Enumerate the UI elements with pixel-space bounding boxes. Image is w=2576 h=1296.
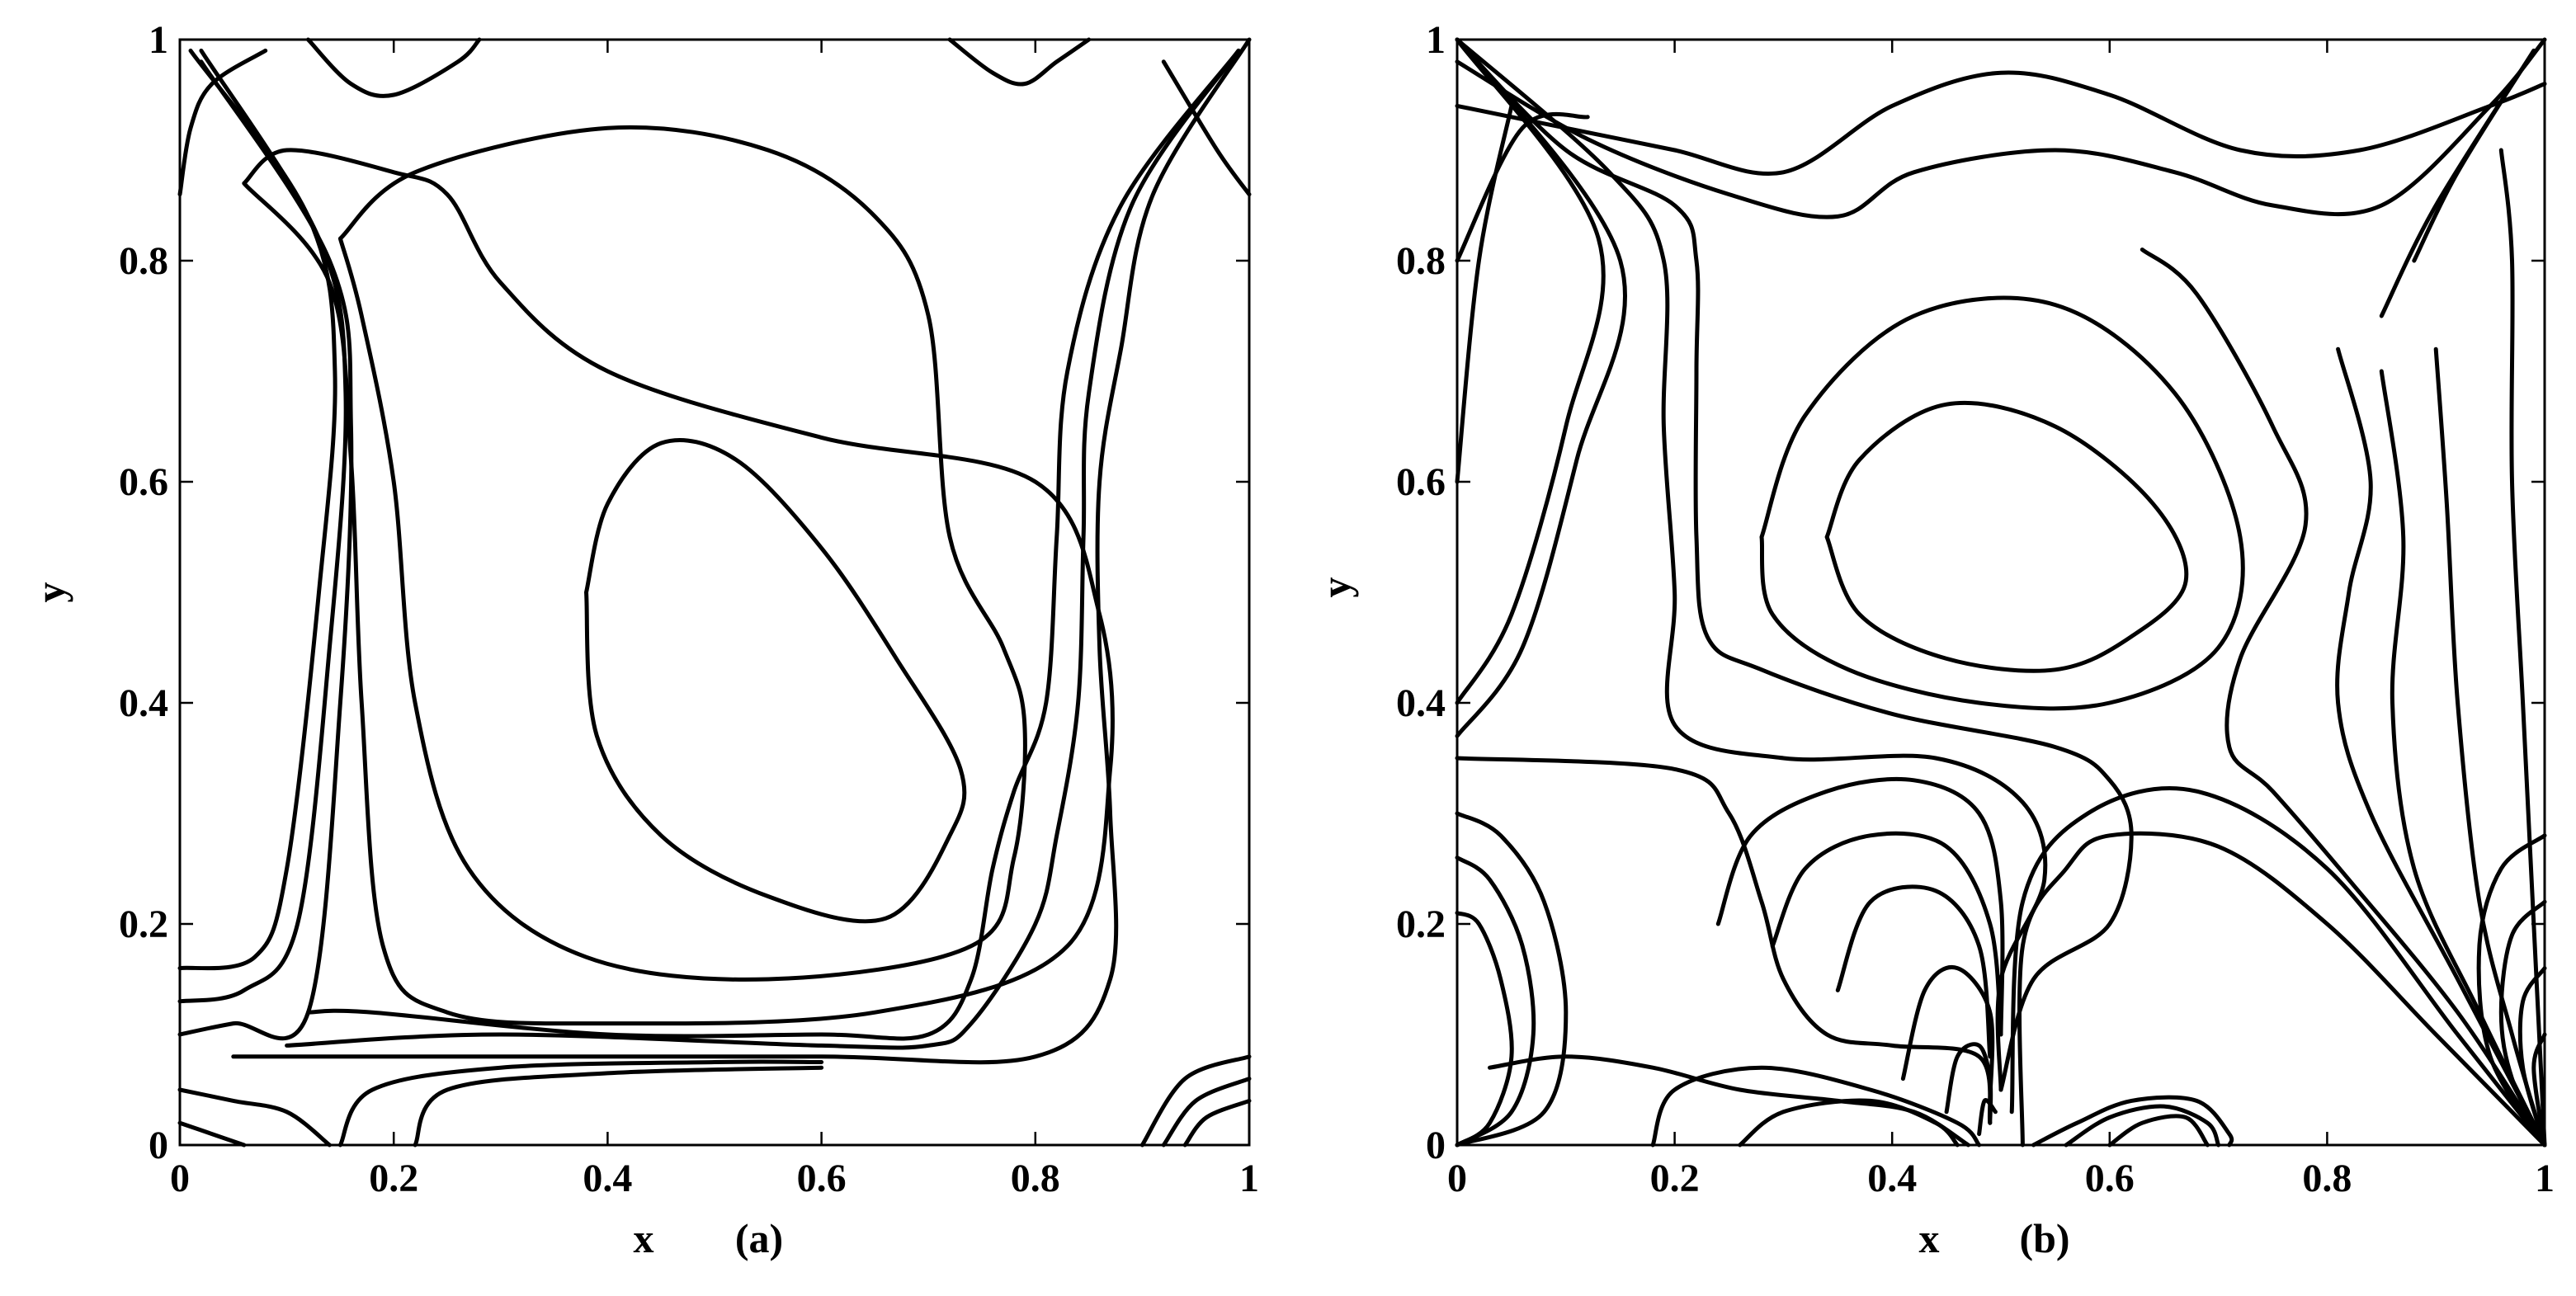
- x-tick-label: 0.8: [2302, 1157, 2352, 1200]
- plot-frame-b: [1455, 38, 2546, 1147]
- contour-line: [1900, 965, 1995, 1103]
- y-tick-label: 0.4: [1396, 681, 1446, 725]
- contour-lines-a: [177, 37, 1252, 1148]
- y-tick-label: 1: [1426, 18, 1446, 62]
- contour-line: [306, 37, 482, 98]
- contour-line: [2009, 786, 2547, 1148]
- y-tick-label: 0.6: [119, 460, 168, 504]
- contour-line: [2379, 369, 2547, 1148]
- contour-line: [2379, 48, 2536, 318]
- contour-line: [1455, 37, 1606, 705]
- contour-line: [1455, 855, 1536, 1148]
- xlabel-b: x: [1919, 1215, 1940, 1261]
- contour-line: [1650, 1065, 1982, 1148]
- contour-line: [285, 48, 1241, 1050]
- xlabel-a: x: [634, 1215, 654, 1261]
- contour-line: [2064, 1104, 2221, 1148]
- x-tick-label: 0.2: [369, 1157, 418, 1200]
- panel-label-a: (a): [735, 1215, 783, 1261]
- contour-line: [1759, 295, 2245, 711]
- panel-label-b: (b): [2019, 1215, 2069, 1261]
- contour-line: [2517, 966, 2547, 1148]
- contour-line: [2335, 346, 2547, 1148]
- y-tick-label: 0.8: [119, 239, 168, 283]
- contour-line: [1182, 1098, 1252, 1148]
- panel-b: 00 0.2 0.2 0.4 0.4 0.6 0.6 0.8 0.8 1 1 x (b) y: [1313, 18, 2555, 1261]
- plot-frame-a: [178, 38, 1251, 1147]
- contour-line: [2476, 833, 2547, 1148]
- contour-line: [1455, 911, 1514, 1148]
- contour-line: [177, 48, 268, 197]
- axis-ticks-a: 00 0.2 0.2 0.4 0.4 0.6 0.6 0.8 0.8 1 1: [119, 18, 1259, 1200]
- contour-line: [1824, 400, 2189, 673]
- contour-line: [947, 37, 1092, 87]
- contour-line: [177, 48, 337, 971]
- contour-line: [1455, 70, 2547, 177]
- contour-line: [2031, 1095, 2234, 1148]
- y-tick-label: 0.6: [1396, 460, 1446, 504]
- contour-lines-b: [1455, 37, 2547, 1148]
- y-tick-label: 0.2: [119, 902, 168, 946]
- contour-line: [177, 1087, 332, 1148]
- y-tick-label: 0.2: [1396, 902, 1446, 946]
- contour-line: [1738, 1098, 1960, 1148]
- contour-line: [242, 148, 1115, 1026]
- contour-line: [1455, 37, 2048, 1092]
- contour-line: [306, 48, 1241, 1041]
- contour-line: [1455, 756, 1993, 1125]
- contour-line: [584, 438, 967, 924]
- y-tick-label: 0.8: [1396, 239, 1446, 283]
- x-tick-label: 0.4: [1867, 1157, 1917, 1200]
- y-tick-label: 0.4: [119, 681, 168, 725]
- contour-line: [2017, 831, 2547, 1148]
- contour-line: [2531, 1032, 2547, 1148]
- axis-ticks-b: 00 0.2 0.2 0.4 0.4 0.6 0.6 0.8 0.8 1 1: [1396, 18, 2555, 1200]
- y-tick-label: 1: [149, 18, 168, 62]
- x-tick-label: 1: [1239, 1157, 1259, 1200]
- contour-line: [177, 48, 348, 1004]
- contour-line: [1455, 811, 1569, 1148]
- contour-line: [1455, 37, 2547, 219]
- contour-line: [2498, 148, 2547, 1148]
- x-tick-label: 0: [1447, 1157, 1467, 1200]
- contour-line: [1770, 831, 2003, 1037]
- x-tick-label: 1: [2535, 1157, 2555, 1200]
- x-tick-label: 0.8: [1011, 1157, 1060, 1200]
- contour-line: [1944, 1042, 1993, 1125]
- contour-line: [1455, 103, 1514, 484]
- contour-line: [1715, 776, 2005, 1037]
- contour-line: [337, 125, 1027, 982]
- x-tick-label: 0.6: [2085, 1157, 2135, 1200]
- contour-line: [1835, 884, 1993, 1059]
- contour-line: [337, 1059, 824, 1148]
- contour-line: [177, 59, 354, 1041]
- x-tick-label: 0.6: [797, 1157, 847, 1200]
- contour-line: [1161, 1077, 1252, 1148]
- contour-line: [2140, 247, 2547, 1148]
- contour-line: [1161, 59, 1252, 197]
- contour-line: [1139, 1054, 1252, 1148]
- x-tick-label: 0: [170, 1157, 190, 1200]
- y-tick-label: 0: [149, 1124, 168, 1167]
- x-tick-label: 0.2: [1650, 1157, 1700, 1200]
- ylabel-a: y: [27, 582, 73, 603]
- contour-line: [1455, 111, 1590, 263]
- contour-line: [413, 1065, 824, 1148]
- contour-line: [1455, 37, 2134, 1092]
- contour-line: [2433, 346, 2547, 1148]
- contour-line: [2498, 899, 2547, 1148]
- contour-line: [1455, 37, 1628, 738]
- panel-a: 00 0.2 0.2 0.4 0.4 0.6 0.6 0.8 0.8 1 1 x (a) y: [27, 18, 1259, 1261]
- contour-line: [1977, 1098, 1998, 1137]
- contour-line: [177, 1120, 247, 1148]
- contour-line: [231, 37, 1252, 1065]
- y-tick-label: 0: [1426, 1124, 1446, 1167]
- contour-line: [2107, 1114, 2210, 1148]
- x-tick-label: 0.4: [583, 1157, 632, 1200]
- ylabel-b: y: [1313, 577, 1359, 598]
